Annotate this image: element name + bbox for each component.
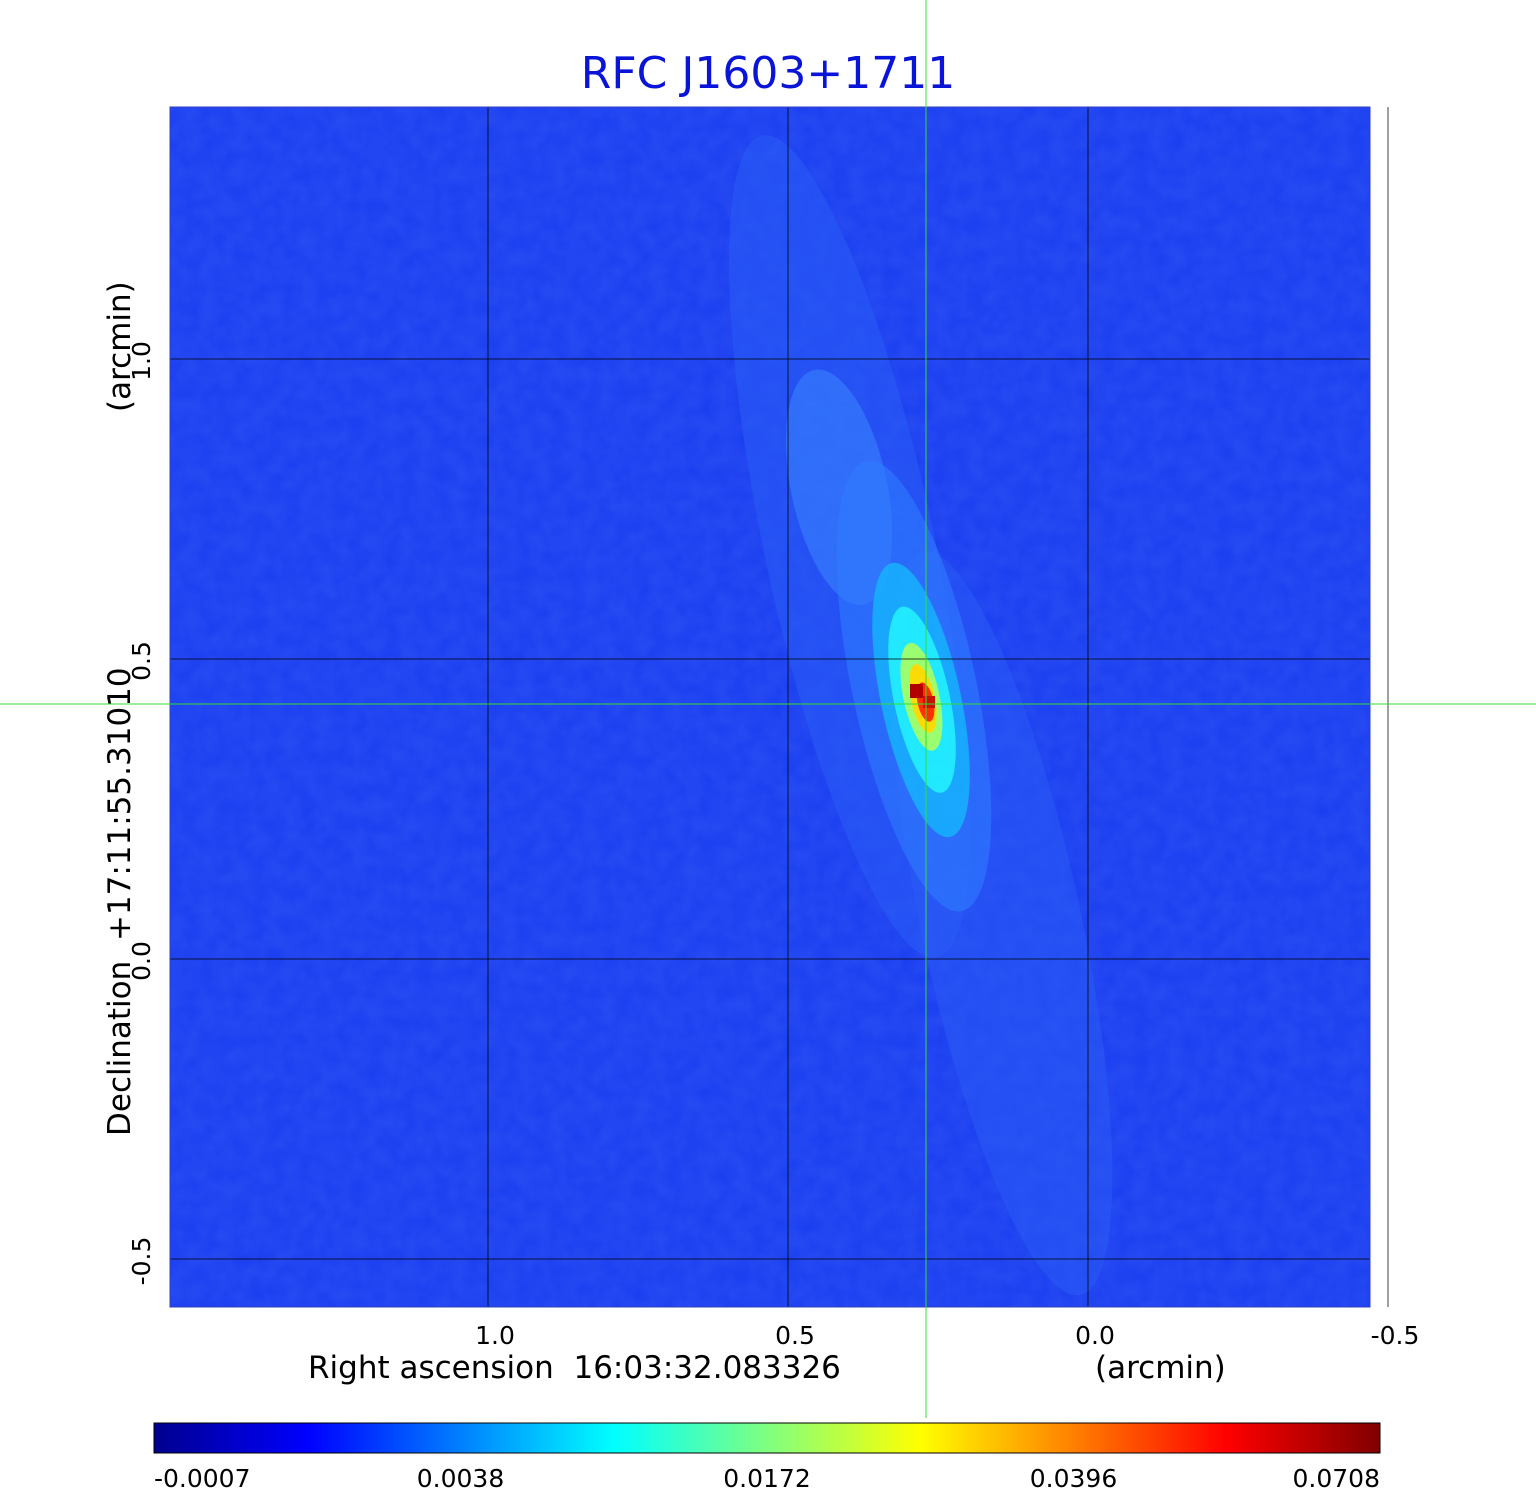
y-axis-label: Declination +17:11:55.31010 — [102, 667, 138, 1136]
colorbar-tick-label: 0.0172 — [723, 1464, 810, 1493]
colorbar-tick-label: 0.0038 — [417, 1464, 504, 1493]
x-tick-labels: 1.0 0.5 0.0 -0.5 — [475, 1321, 1419, 1350]
colorbar-tick-label: 0.0396 — [1030, 1464, 1117, 1493]
crosshair — [0, 0, 1536, 1418]
y-tick-labels: 1.0 0.5 0.0 -0.5 — [127, 341, 156, 1285]
y-tick-label: 1.0 — [127, 341, 156, 381]
chart-title: RFC J1603+1711 — [581, 48, 955, 99]
plot-frame — [169, 106, 1371, 1308]
plot-area — [169, 106, 1389, 1308]
x-tick-label: 0.5 — [775, 1321, 815, 1350]
x-tick-label: -0.5 — [1371, 1321, 1420, 1350]
colorbar-tick-labels: -0.0007 0.0038 0.0172 0.0396 0.0708 — [154, 1464, 1380, 1493]
x-axis-unit: (arcmin) — [1095, 1350, 1226, 1386]
y-tick-label: 0.5 — [127, 641, 156, 681]
x-tick-label: 1.0 — [475, 1321, 515, 1350]
x-axis-label: Right ascension 16:03:32.083326 — [308, 1350, 841, 1386]
colorbar-tick-label: 0.0708 — [1293, 1464, 1380, 1493]
colorbar: -0.0007 0.0038 0.0172 0.0396 0.0708 — [153, 1422, 1381, 1493]
y-tick-label: -0.5 — [127, 1237, 156, 1286]
emission-peak-pixel — [923, 696, 935, 708]
y-axis-unit: (arcmin) — [102, 281, 138, 412]
emission-peak-pixel — [910, 684, 923, 698]
colorbar-scale — [153, 1422, 1381, 1454]
coordinate-grid — [170, 107, 1389, 1307]
x-tick-label: 0.0 — [1075, 1321, 1115, 1350]
y-tick-label: 0.0 — [127, 941, 156, 981]
colorbar-tick-label: -0.0007 — [154, 1464, 251, 1493]
source-emission — [728, 135, 1113, 1296]
